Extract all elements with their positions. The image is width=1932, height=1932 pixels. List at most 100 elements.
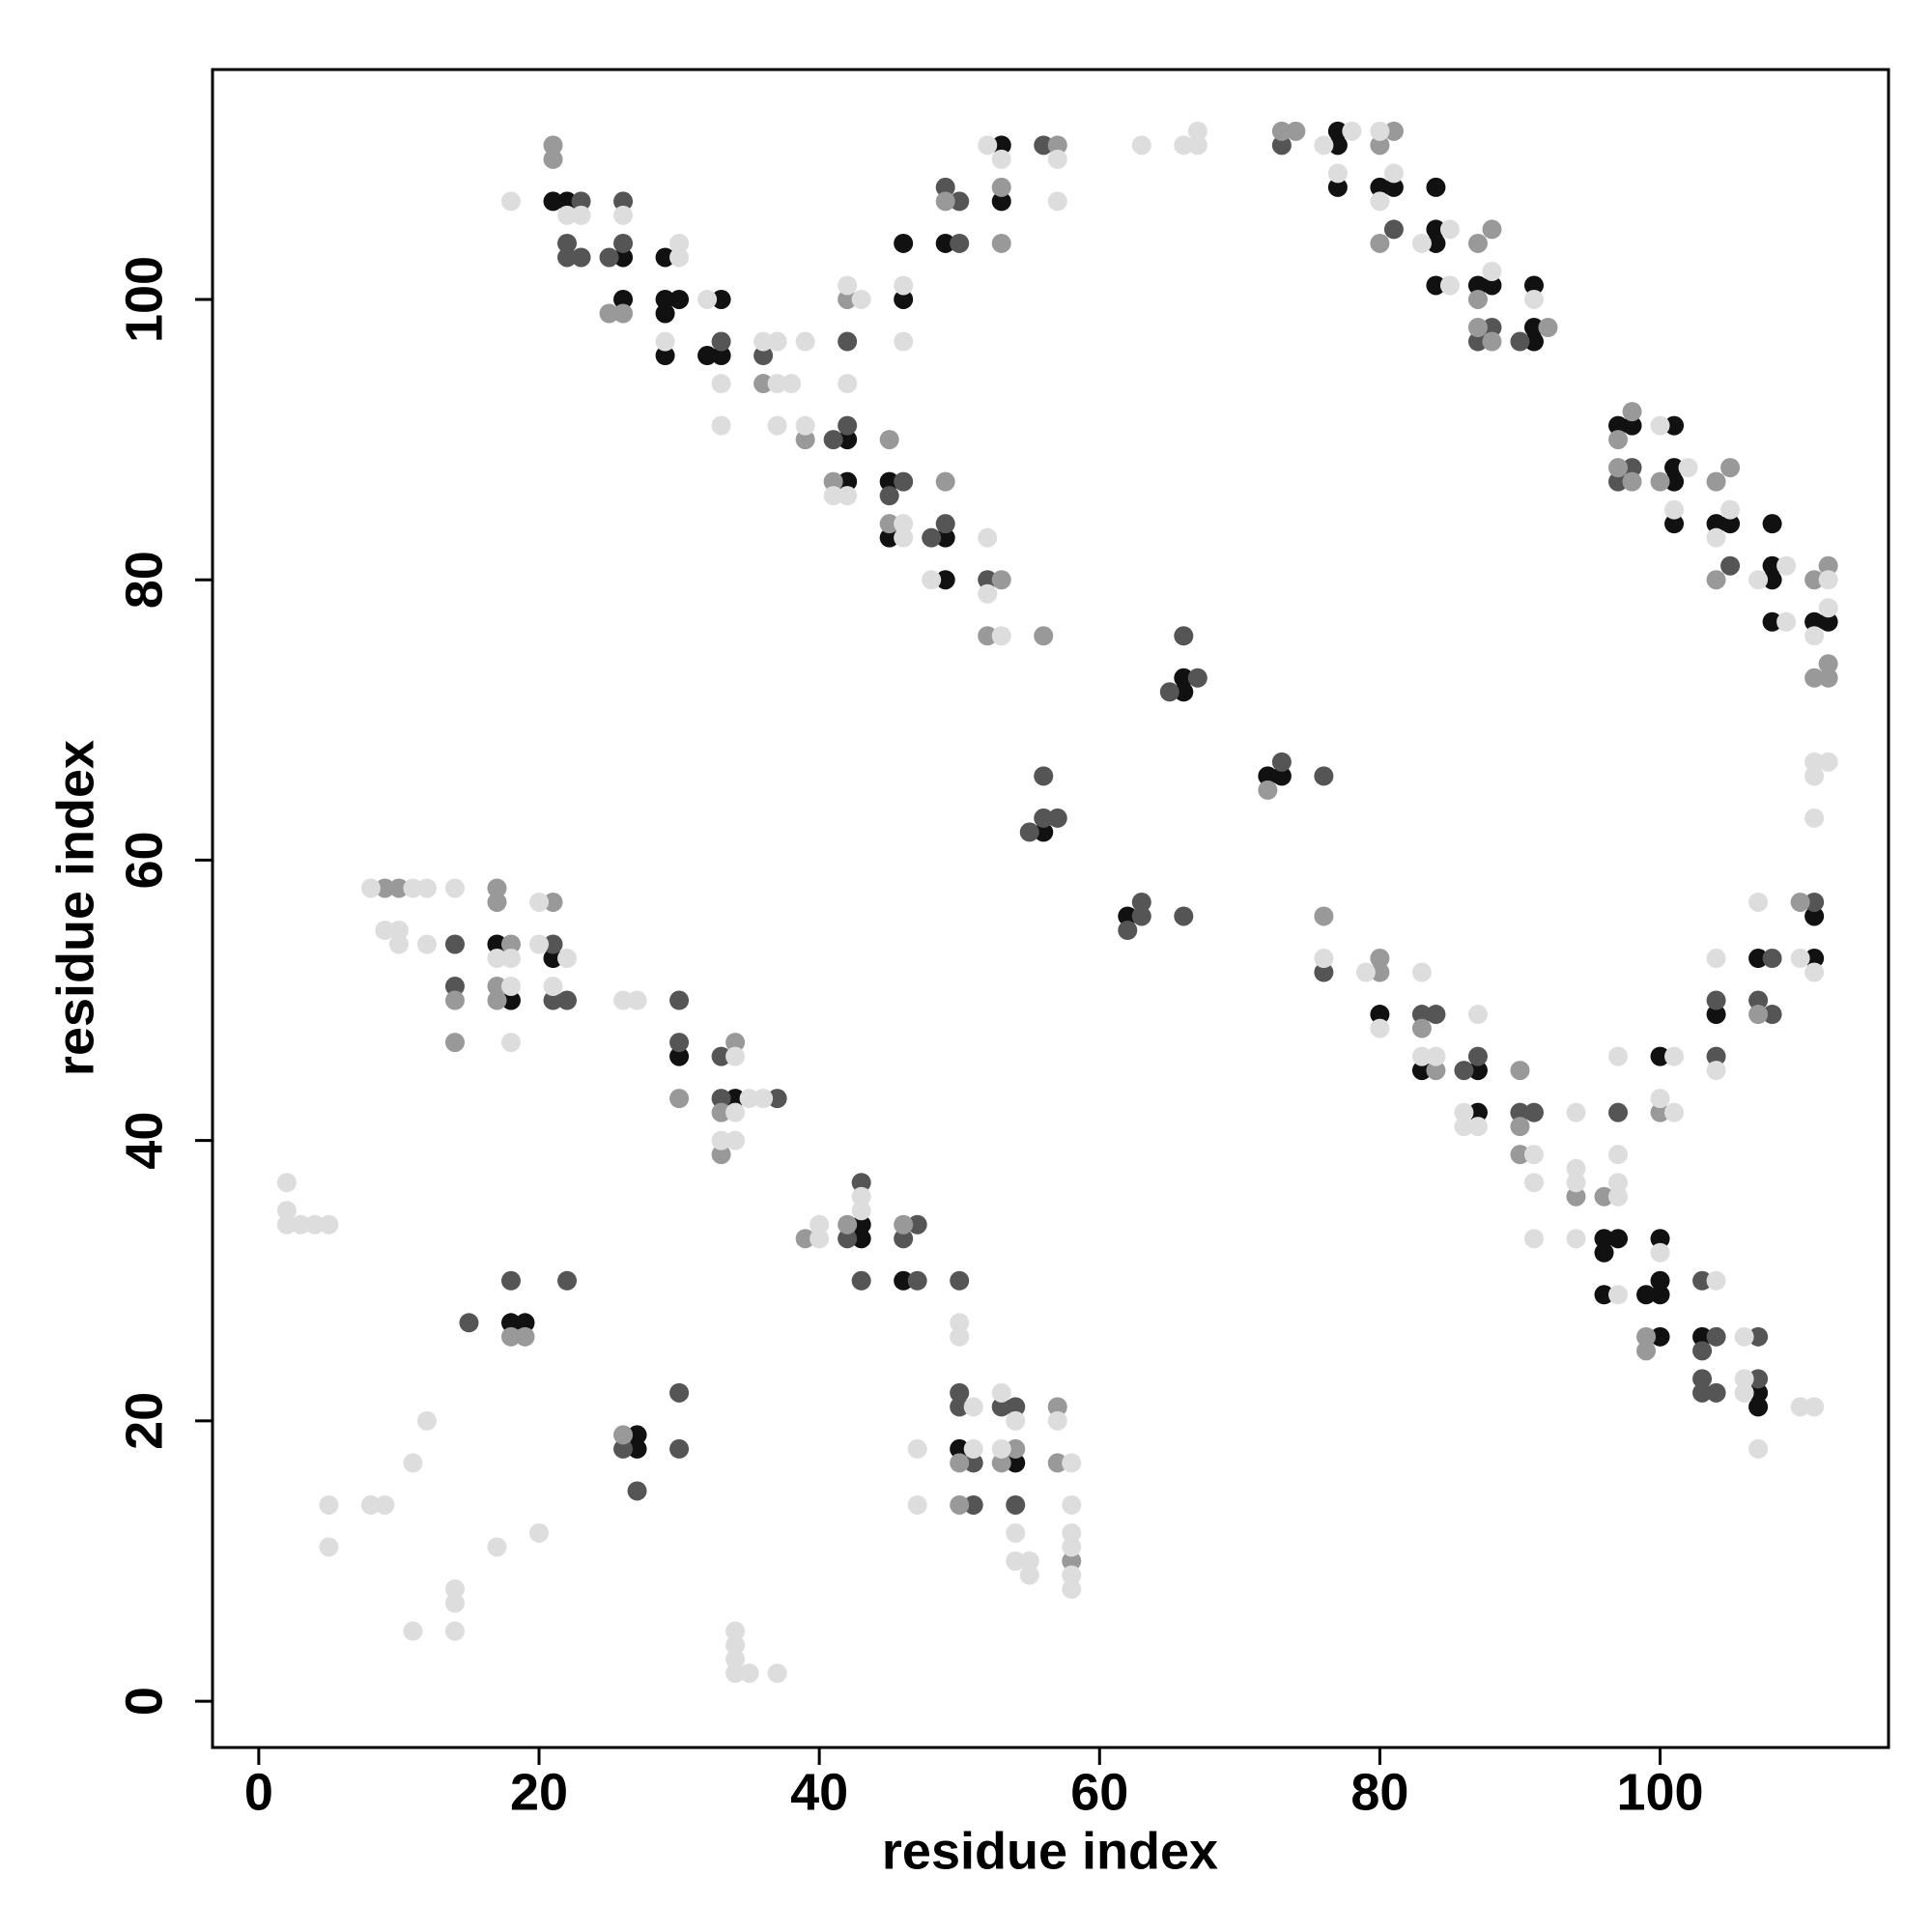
point xyxy=(1594,1229,1614,1249)
point xyxy=(838,486,858,506)
point xyxy=(1706,570,1726,590)
point xyxy=(1370,121,1390,141)
point xyxy=(543,977,563,997)
point xyxy=(907,1438,927,1459)
point xyxy=(444,990,465,1010)
point xyxy=(444,934,465,954)
point xyxy=(1510,1102,1530,1122)
point xyxy=(1622,402,1642,422)
point xyxy=(1439,219,1460,240)
point xyxy=(823,471,843,492)
point xyxy=(1594,1242,1614,1263)
point xyxy=(1650,1326,1670,1347)
point xyxy=(1370,949,1390,969)
point xyxy=(1748,1326,1769,1347)
point xyxy=(375,878,395,898)
point xyxy=(1174,135,1194,156)
x-tick-label: 40 xyxy=(790,1763,848,1821)
point xyxy=(1383,163,1404,184)
point xyxy=(963,1494,983,1515)
point xyxy=(1426,275,1446,296)
point xyxy=(1762,949,1782,969)
point xyxy=(1187,121,1208,141)
point xyxy=(851,1214,871,1235)
point xyxy=(291,1214,311,1235)
point xyxy=(543,191,563,212)
point xyxy=(1327,135,1348,156)
point xyxy=(1131,135,1151,156)
point xyxy=(851,1186,871,1207)
point xyxy=(1482,219,1502,240)
point xyxy=(851,1270,871,1291)
point xyxy=(1271,766,1292,786)
point xyxy=(1650,471,1670,492)
point xyxy=(276,1173,297,1193)
point xyxy=(627,1481,647,1501)
y-tick-label: 40 xyxy=(115,1112,173,1170)
point xyxy=(1482,318,1502,338)
point xyxy=(1467,275,1488,296)
point xyxy=(1734,1369,1754,1389)
point xyxy=(950,1270,970,1291)
point xyxy=(1594,1285,1614,1305)
point xyxy=(1664,415,1685,436)
x-tick-label: 60 xyxy=(1070,1763,1128,1821)
point xyxy=(838,331,858,352)
point xyxy=(669,1089,690,1109)
point xyxy=(1510,1145,1530,1165)
point xyxy=(1062,1579,1082,1600)
point xyxy=(935,191,955,212)
point xyxy=(1370,191,1390,212)
point xyxy=(557,949,578,969)
point xyxy=(991,149,1011,169)
point xyxy=(1566,1173,1586,1193)
y-tick-label: 20 xyxy=(115,1392,173,1450)
point xyxy=(1034,822,1054,842)
point xyxy=(1720,499,1741,520)
point xyxy=(613,303,634,324)
y-tick-label: 80 xyxy=(115,551,173,609)
point xyxy=(838,275,858,296)
point xyxy=(950,1397,970,1417)
point xyxy=(543,949,563,969)
point xyxy=(1467,1005,1488,1025)
point xyxy=(725,1033,746,1053)
point xyxy=(1566,1102,1586,1122)
point xyxy=(1047,1410,1067,1431)
point xyxy=(725,1621,746,1641)
point xyxy=(922,527,942,548)
point xyxy=(1510,1061,1530,1081)
point xyxy=(1523,331,1544,352)
point xyxy=(1187,135,1208,156)
point xyxy=(1523,1229,1544,1249)
point xyxy=(1650,1229,1670,1249)
point xyxy=(1804,668,1825,688)
point xyxy=(444,878,465,898)
point xyxy=(1482,331,1502,352)
point xyxy=(753,1089,774,1109)
point xyxy=(991,570,1011,590)
point xyxy=(935,514,955,534)
point xyxy=(838,415,858,436)
point xyxy=(571,247,591,268)
point xyxy=(655,303,675,324)
point xyxy=(1523,275,1544,296)
point xyxy=(655,289,675,309)
point xyxy=(1608,458,1629,478)
point xyxy=(613,205,634,225)
point xyxy=(1118,920,1138,940)
point xyxy=(1370,962,1390,982)
point xyxy=(1523,318,1544,338)
point xyxy=(1608,415,1629,436)
point xyxy=(1370,177,1390,197)
point xyxy=(838,471,858,492)
point xyxy=(1650,1102,1670,1122)
point xyxy=(894,1229,914,1249)
y-tick-label: 100 xyxy=(115,256,173,343)
point xyxy=(655,346,675,366)
point xyxy=(1454,1102,1474,1122)
point xyxy=(879,430,899,450)
point xyxy=(879,471,899,492)
plot-frame xyxy=(211,68,1890,1749)
point xyxy=(725,1663,746,1684)
